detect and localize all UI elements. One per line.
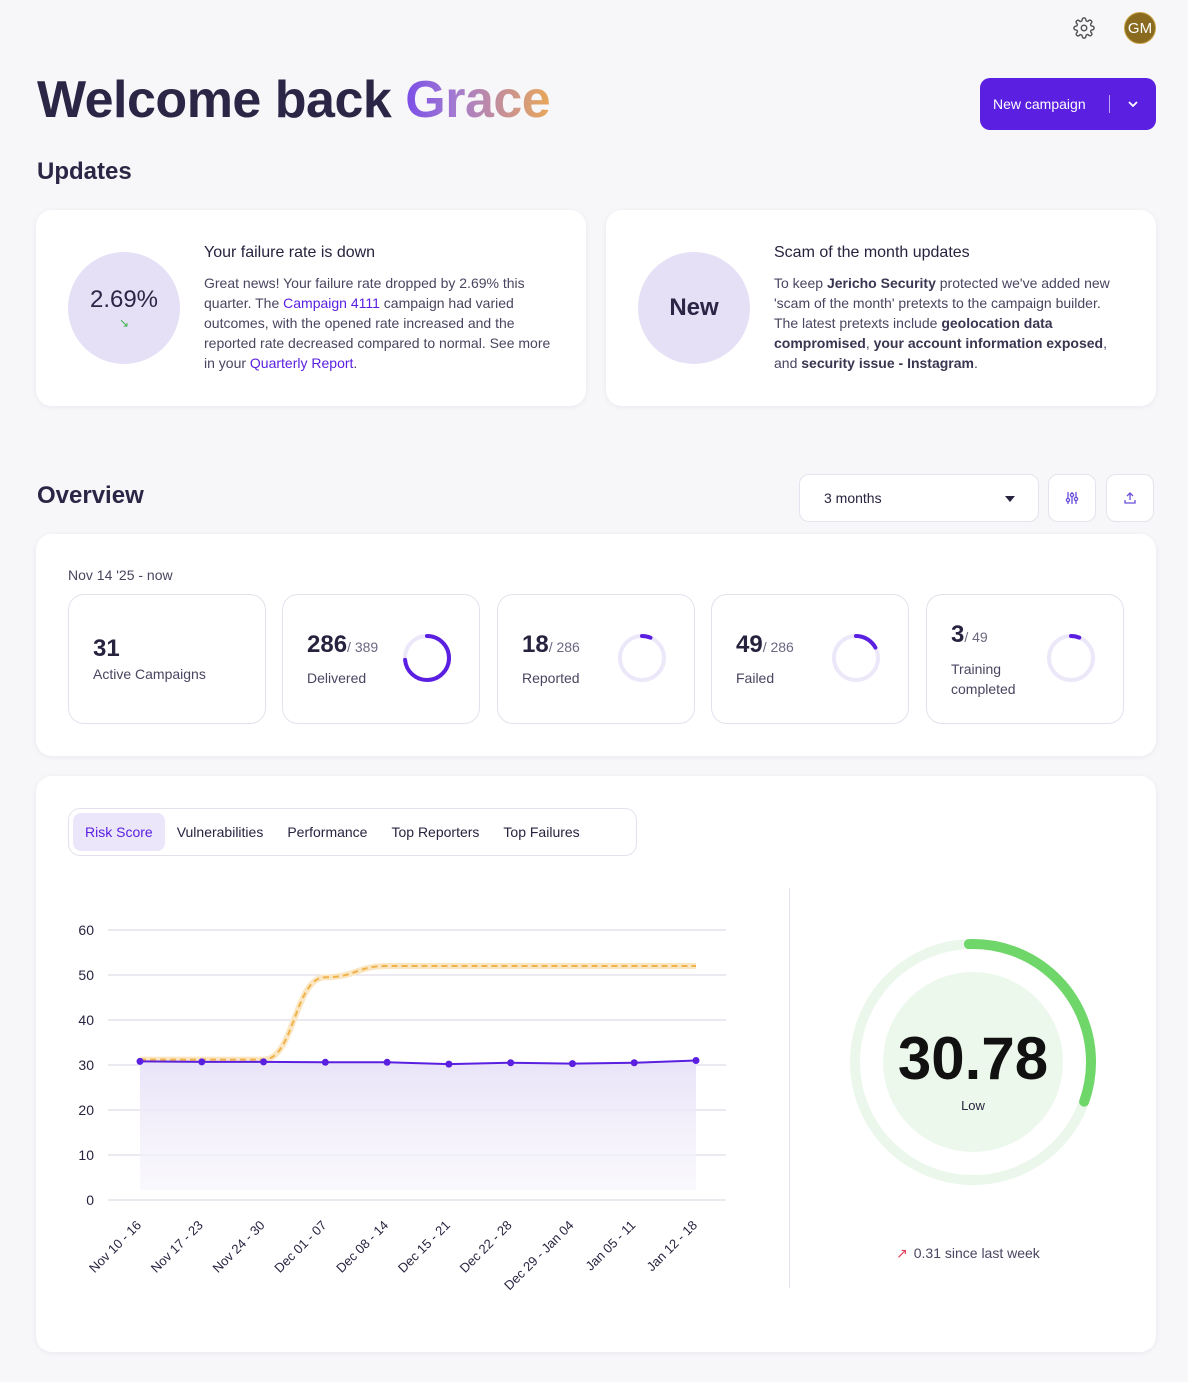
data-point	[507, 1059, 515, 1067]
stat-label: Delivered	[307, 670, 367, 686]
scam-updates-card: New Scam of the month updates To keep Je…	[606, 210, 1156, 406]
stat-card-failed[interactable]: 49/ 286 Failed	[711, 594, 909, 724]
area-fill	[140, 1060, 696, 1190]
quarterly-report-link[interactable]: Quarterly Report	[249, 355, 354, 371]
y-tick-label: 50	[78, 967, 94, 983]
failure-rate-body: Great news! Your failure rate dropped by…	[204, 275, 551, 371]
tab-risk-score[interactable]: Risk Score	[73, 813, 165, 851]
stat-label: Reported	[522, 670, 580, 686]
failure-rate-card: 2.69% ↘ Your failure rate is down Great …	[36, 210, 586, 406]
y-tick-label: 30	[78, 1057, 94, 1073]
data-point	[321, 1058, 329, 1066]
stat-number: 31	[93, 635, 120, 662]
stat-label: Training completed	[951, 661, 1016, 697]
data-point	[383, 1058, 391, 1066]
failure-rate-value: 2.69%	[89, 286, 159, 313]
date-range: Nov 14 '25 - now	[68, 567, 173, 583]
arrow-up-right-icon: ↗	[896, 1245, 908, 1261]
settings-gear-icon[interactable]	[1068, 12, 1100, 44]
avatar[interactable]: GM	[1124, 12, 1156, 44]
data-point	[136, 1057, 144, 1065]
y-tick-label: 0	[86, 1192, 94, 1208]
scam-updates-body: To keep Jericho Security protected we've…	[774, 275, 1110, 371]
overview-card: Nov 14 '25 - now 31 Active Campaigns 286…	[36, 534, 1156, 756]
arrow-down-right-icon: ↘	[118, 316, 130, 330]
filter-sliders-button[interactable]	[1048, 474, 1096, 522]
stat-card-active-campaigns[interactable]: 31 Active Campaigns	[68, 594, 266, 724]
y-tick-label: 20	[78, 1102, 94, 1118]
tab-bar: Risk Score Vulnerabilities Performance T…	[68, 808, 637, 856]
caret-down-icon	[1004, 490, 1016, 506]
ring-track	[1047, 634, 1095, 682]
new-campaign-button[interactable]: New campaign	[980, 78, 1156, 130]
stat-card-delivered[interactable]: 286/ 389 Delivered	[282, 594, 480, 724]
chart-divider	[789, 888, 790, 1288]
button-separator	[1109, 95, 1110, 113]
stat-label: Active Campaigns	[93, 666, 206, 682]
ring-track	[618, 634, 666, 682]
upload-icon	[1124, 492, 1136, 504]
tab-top-reporters[interactable]: Top Reporters	[391, 824, 480, 840]
gauge-progress	[850, 939, 1096, 1185]
ring-progress	[618, 634, 666, 682]
series-line-risk	[139, 1059, 697, 1066]
top-bar: GM	[1068, 12, 1156, 44]
scam-updates-title: Scam of the month updates	[774, 244, 970, 261]
welcome-heading: Welcome back Grace	[37, 70, 551, 130]
data-point	[198, 1058, 206, 1066]
ring-progress	[1047, 634, 1095, 682]
y-tick-label: 10	[78, 1147, 94, 1163]
risk-score-card: Risk Score Vulnerabilities Performance T…	[36, 776, 1156, 1352]
new-badge-bubble: New	[638, 252, 750, 364]
stat-value: 49/ 286	[736, 631, 794, 658]
stat-value: 18/ 286	[522, 631, 580, 658]
period-select[interactable]: 3 months	[799, 474, 1039, 522]
ring-progress	[832, 634, 880, 682]
tab-vulnerabilities[interactable]: Vulnerabilities	[176, 824, 264, 840]
data-point	[630, 1059, 638, 1067]
reported-ring	[618, 634, 666, 682]
risk-gauge	[850, 939, 1096, 1185]
weekly-change: ↗ 0.31 since last week	[896, 1245, 1040, 1261]
data-point	[260, 1058, 268, 1066]
tab-performance[interactable]: Performance	[287, 824, 368, 840]
delivered-ring	[403, 634, 451, 682]
stat-card-reported[interactable]: 18/ 286 Reported	[497, 594, 695, 724]
chevron-down-icon[interactable]	[1110, 97, 1156, 111]
risk-score-value: 30.78	[897, 1025, 1049, 1092]
ring-progress	[403, 634, 451, 682]
training-ring	[1047, 634, 1095, 682]
new-badge: New	[669, 294, 719, 321]
campaign-link[interactable]: Campaign 4111	[283, 295, 380, 311]
y-tick-label: 60	[78, 922, 94, 938]
welcome-prefix: Welcome back	[37, 71, 392, 129]
data-point	[445, 1060, 453, 1068]
user-name: Grace	[405, 71, 551, 129]
export-button[interactable]	[1106, 474, 1154, 522]
failure-rate-bubble: 2.69% ↘	[68, 252, 180, 364]
failure-rate-title: Your failure rate is down	[204, 244, 376, 261]
period-select-value: 3 months	[824, 490, 882, 506]
updates-title: Updates	[37, 158, 132, 185]
data-point	[568, 1060, 576, 1068]
overview-title: Overview	[37, 482, 144, 509]
stat-value: 286/ 389	[307, 631, 379, 658]
gauge-inner	[883, 972, 1063, 1152]
tab-top-failures[interactable]: Top Failures	[503, 824, 580, 840]
risk-level-label: Low	[961, 1098, 985, 1113]
y-tick-label: 40	[78, 1012, 94, 1028]
new-campaign-label: New campaign	[993, 96, 1086, 112]
data-point	[692, 1057, 700, 1064]
failed-ring	[832, 634, 880, 682]
stat-label: Failed	[736, 670, 775, 686]
series-line-benchmark	[140, 965, 696, 1061]
sliders-icon	[1065, 492, 1079, 504]
stat-value: 3/ 49	[951, 621, 988, 648]
stat-card-training-completed[interactable]: 3/ 49 Training completed	[926, 594, 1124, 724]
